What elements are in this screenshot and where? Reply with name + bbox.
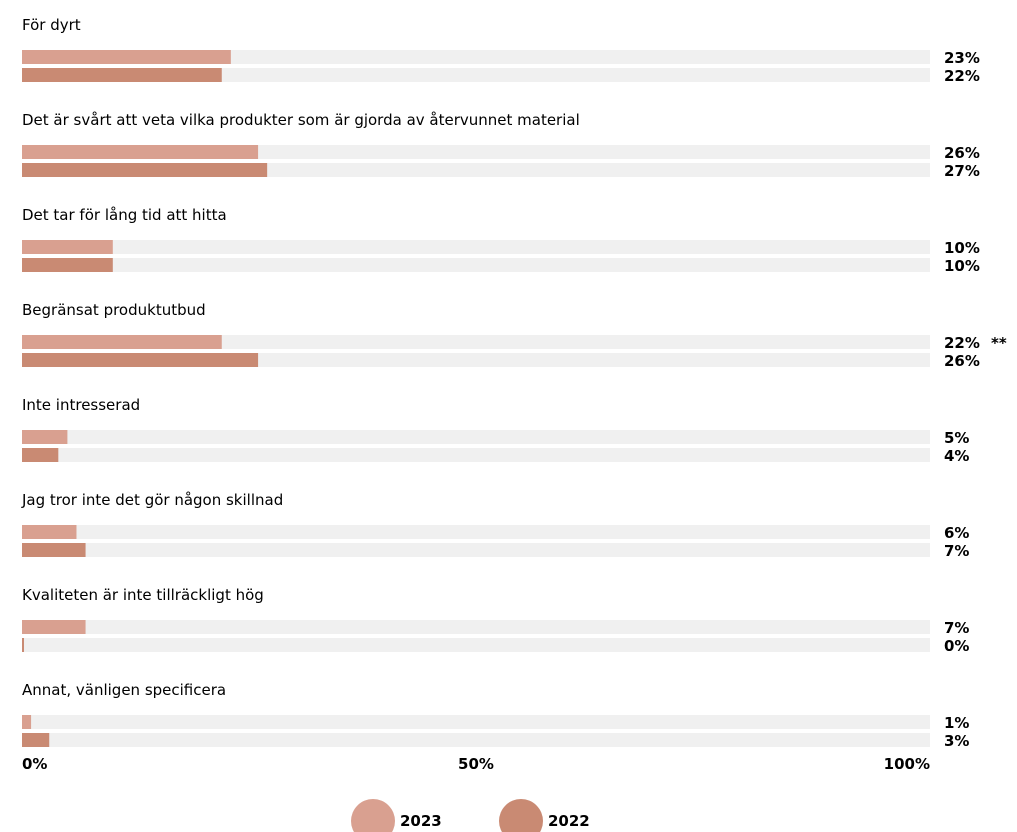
bar-track	[22, 430, 930, 444]
category-label: Det är svårt att veta vilka produkter so…	[22, 111, 580, 129]
bar-2023	[22, 145, 259, 159]
category-label: Inte intresserad	[22, 396, 140, 414]
value-label: 3%	[944, 732, 969, 750]
bar-track	[22, 715, 930, 729]
category-label: Det tar för lång tid att hitta	[22, 206, 227, 224]
bar-track	[22, 448, 930, 462]
bar-track	[22, 258, 930, 272]
value-label: 5%	[944, 429, 969, 447]
legend-swatch-2023	[351, 799, 395, 832]
bar-2023	[22, 620, 86, 634]
bar-2022	[22, 733, 50, 747]
category-label: För dyrt	[22, 16, 81, 34]
bar-2023	[22, 240, 113, 254]
category-label: Annat, vänligen specificera	[22, 681, 226, 699]
x-tick-label: 100%	[884, 755, 930, 773]
value-label: 6%	[944, 524, 969, 542]
bar-track	[22, 335, 930, 349]
bar-2022	[22, 68, 222, 82]
bar-2023	[22, 715, 32, 729]
bar-2023	[22, 430, 68, 444]
bar-track	[22, 733, 930, 747]
value-label: 26%	[944, 352, 980, 370]
bar-track	[22, 620, 930, 634]
value-label: 26%	[944, 144, 980, 162]
value-label: 23%	[944, 49, 980, 67]
value-label: 7%	[944, 542, 969, 560]
bar-2022	[22, 258, 113, 272]
value-label: 4%	[944, 447, 969, 465]
significance-marker: **	[991, 334, 1007, 352]
bar-track	[22, 50, 930, 64]
bar-track	[22, 638, 930, 652]
legend-swatch-2022	[499, 799, 543, 832]
value-label: 22%	[944, 67, 980, 85]
bar-2023	[22, 335, 222, 349]
bar-track	[22, 525, 930, 539]
bar-track	[22, 543, 930, 557]
bar-2023	[22, 50, 231, 64]
value-label: 22%	[944, 334, 980, 352]
value-label: 10%	[944, 239, 980, 257]
bar-2022	[22, 163, 268, 177]
category-label: Kvaliteten är inte tillräckligt hög	[22, 586, 264, 604]
category-label: Begränsat produktutbud	[22, 301, 206, 319]
bar-2022	[22, 353, 259, 367]
x-tick-label: 0%	[22, 755, 47, 773]
value-label: 1%	[944, 714, 969, 732]
category-label: Jag tror inte det gör någon skillnad	[21, 491, 283, 509]
bar-2023	[22, 525, 77, 539]
legend-label: 2022	[548, 812, 590, 830]
bar-2022	[22, 543, 86, 557]
value-label: 7%	[944, 619, 969, 637]
value-label: 27%	[944, 162, 980, 180]
x-tick-label: 50%	[458, 755, 494, 773]
legend-label: 2023	[400, 812, 442, 830]
bar-2022	[22, 448, 59, 462]
bar-track	[22, 240, 930, 254]
bar-track	[22, 68, 930, 82]
bar-2022	[22, 638, 24, 652]
value-label: 0%	[944, 637, 969, 655]
value-label: 10%	[944, 257, 980, 275]
